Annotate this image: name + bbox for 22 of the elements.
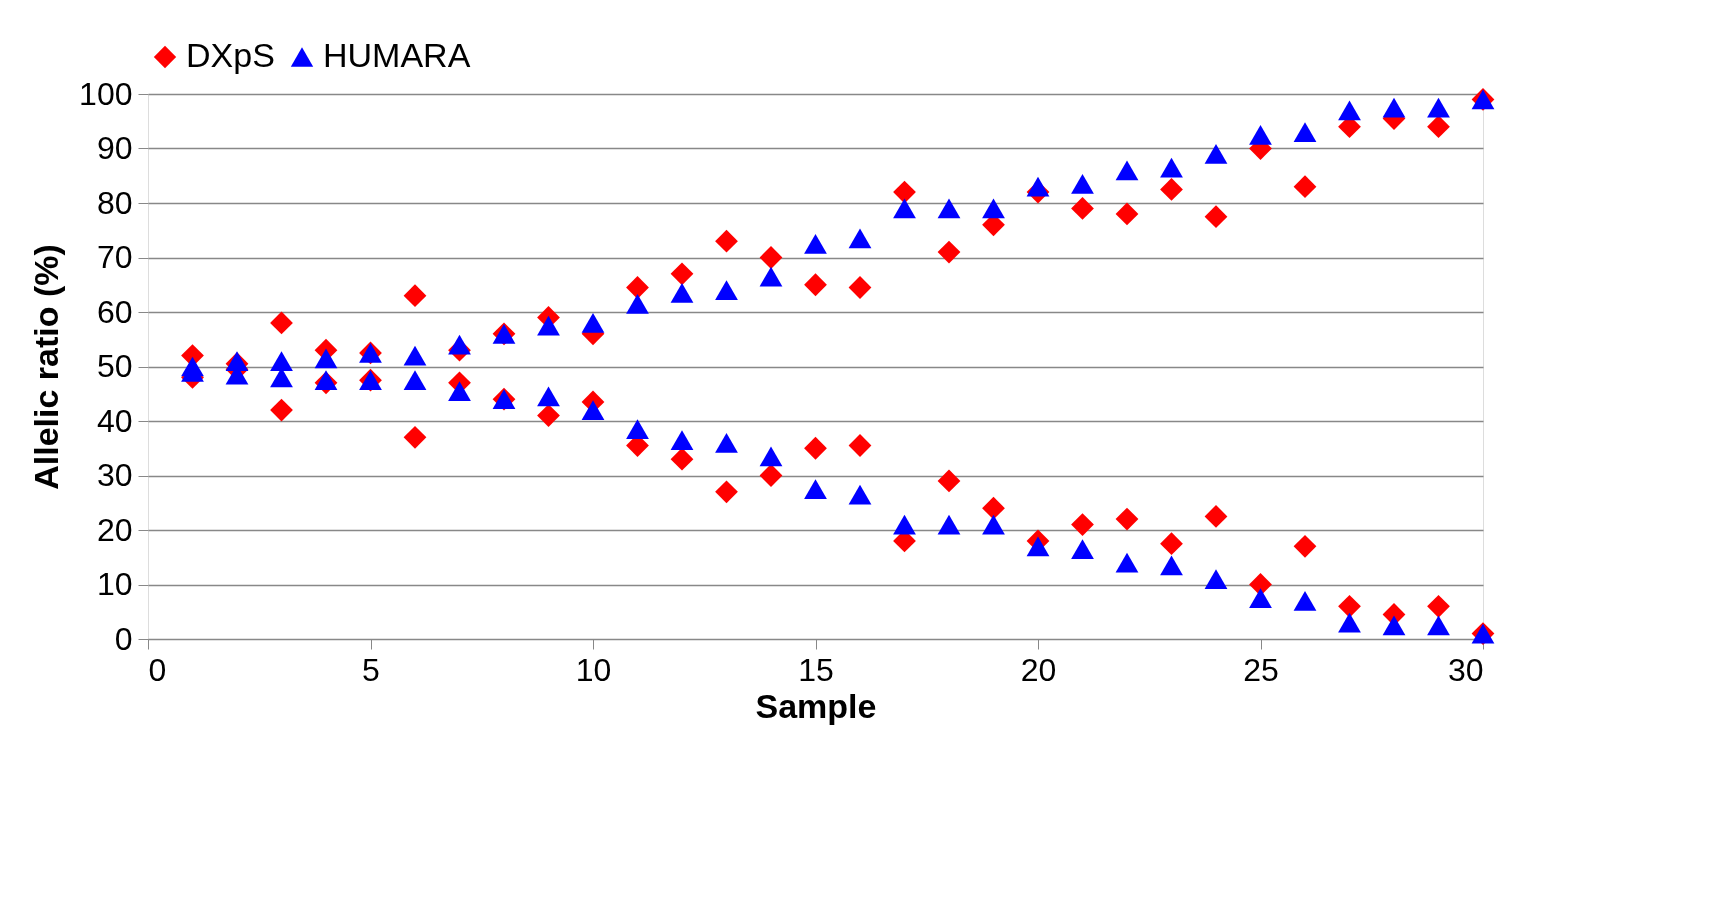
y-tick-label: 10 <box>96 566 133 602</box>
legend-label: HUMARA <box>323 36 471 74</box>
x-tick-label: 20 <box>1020 651 1057 688</box>
y-axis-title: Allelic ratio (%) <box>27 244 66 490</box>
y-tick-label: 60 <box>96 293 133 330</box>
x-tick-label: 15 <box>798 651 834 688</box>
y-tick-label: 0 <box>114 620 133 657</box>
x-tick-label: 5 <box>362 651 380 688</box>
y-tick-label: 90 <box>96 130 133 166</box>
y-tick-label: 40 <box>96 402 133 439</box>
legend-label: DXpS <box>186 36 275 74</box>
y-tick-label: 70 <box>96 239 133 275</box>
x-axis-title: Sample <box>755 686 877 725</box>
x-tick-label: 10 <box>575 651 612 688</box>
y-tick-label: 30 <box>96 457 133 493</box>
y-tick-label: 20 <box>96 511 133 548</box>
x-tick-label: 0 <box>148 651 167 688</box>
y-tick-label: 50 <box>96 348 133 384</box>
x-tick-label: 30 <box>1447 651 1484 688</box>
x-tick-label: 25 <box>1243 651 1279 688</box>
y-tick-label: 80 <box>96 184 133 221</box>
y-tick-label: 100 <box>79 75 133 112</box>
